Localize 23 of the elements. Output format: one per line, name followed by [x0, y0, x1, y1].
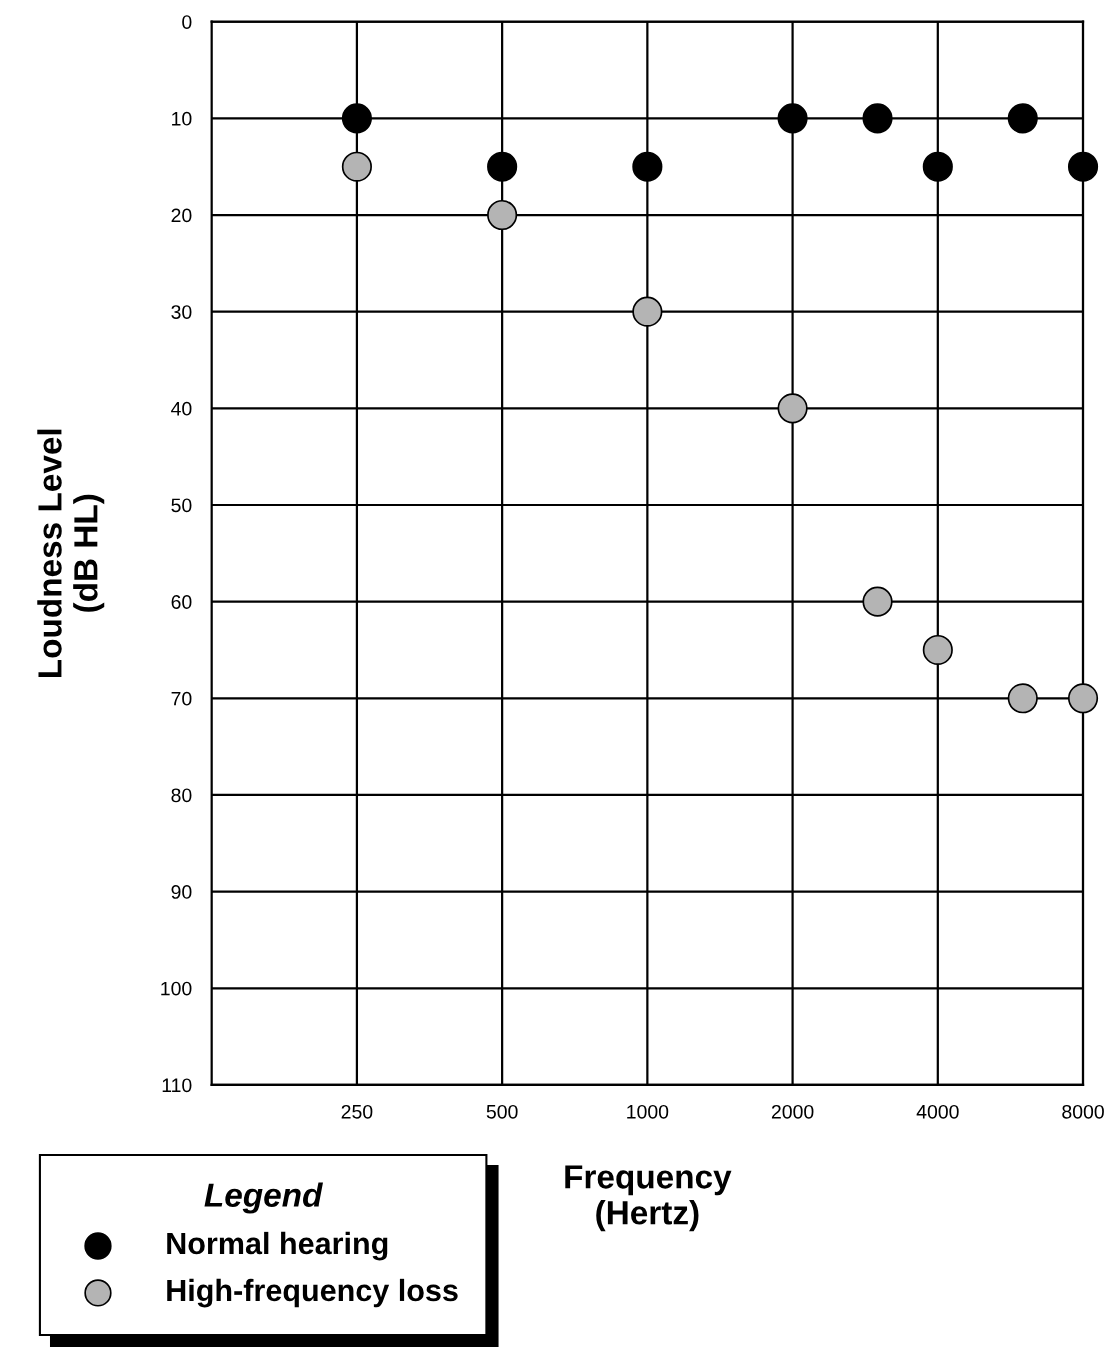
x-axis-title: Frequency (Hertz): [565, 1165, 732, 1232]
y-tick-label: 10: [172, 111, 192, 126]
y-tick-label: 40: [171, 401, 192, 416]
legend-title: Legend: [204, 1182, 323, 1214]
y-tick-label: 20: [171, 208, 192, 223]
y-tick-label: 110: [162, 1078, 192, 1093]
x-tick-label: 4000: [916, 1104, 959, 1119]
legend-label: Normal hearing: [167, 1231, 388, 1261]
legend-label: High-frequency loss: [167, 1278, 458, 1308]
y-tick-label: 70: [171, 691, 192, 706]
y-tick-label: 50: [171, 498, 192, 513]
y-tick-label: 60: [171, 595, 192, 609]
x-tick-label: 8000: [1062, 1104, 1104, 1119]
y-tick-label: 80: [171, 788, 192, 803]
x-tick-label: 500: [486, 1104, 518, 1119]
y-tick-label: 90: [171, 885, 192, 899]
x-tick-label: 250: [341, 1104, 373, 1119]
y-tick-label: 30: [171, 305, 192, 319]
x-tick-label: 2000: [771, 1104, 814, 1119]
y-tick-label: 0: [182, 15, 192, 29]
x-tick-label: 1000: [627, 1104, 669, 1119]
y-tick-label: 100: [161, 981, 192, 996]
y-axis-title: Loudness Level (dB HL): [37, 429, 105, 678]
